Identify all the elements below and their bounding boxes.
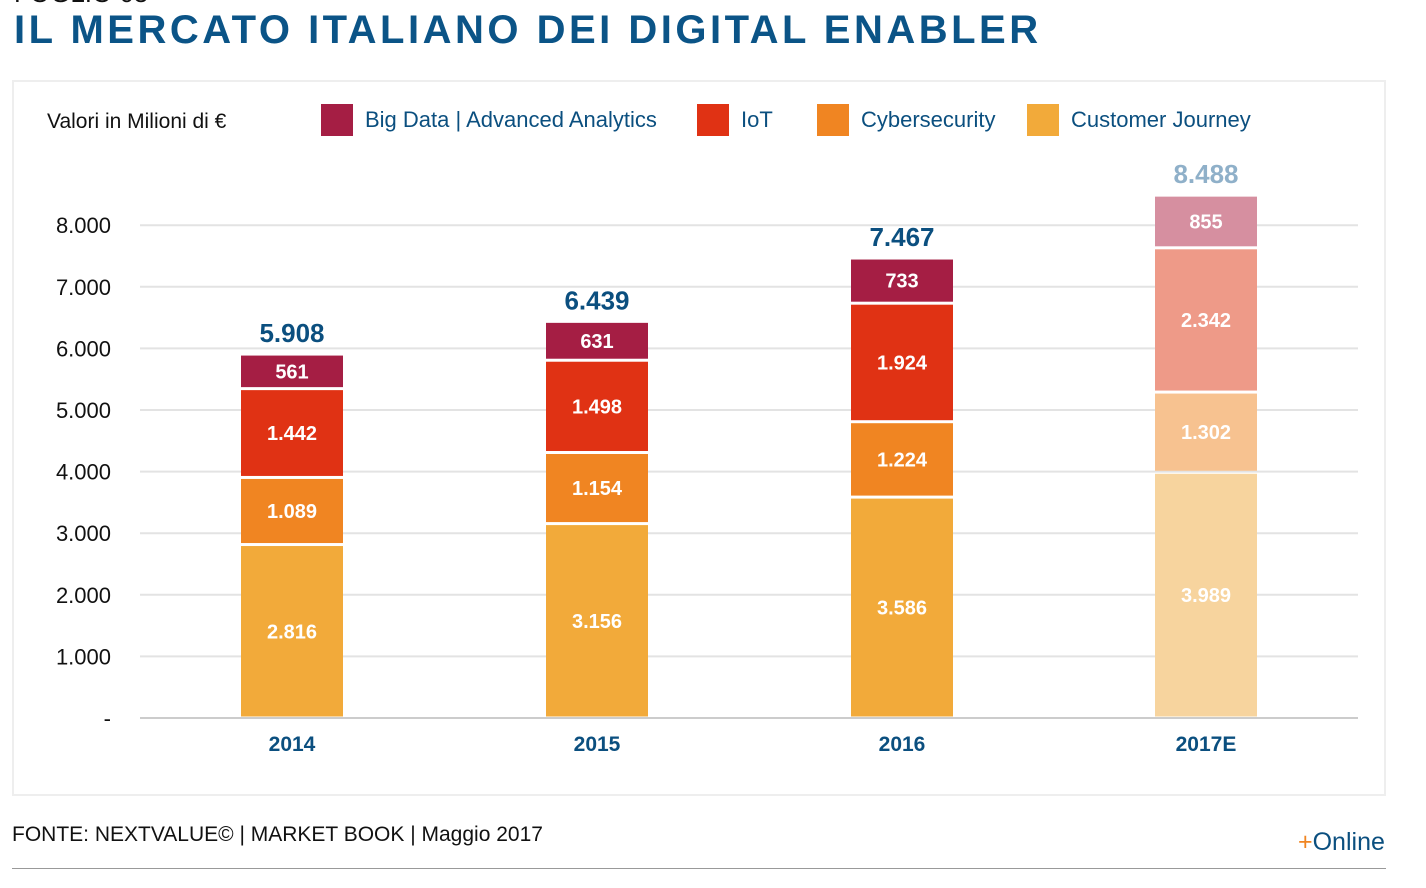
x-tick-label: 2014 [269, 733, 316, 756]
bar-segment [546, 322, 648, 359]
bar-segment [851, 498, 953, 717]
segment-label: 561 [275, 361, 308, 383]
legend-customer-journey: Customer Journey [1027, 104, 1251, 136]
bar-segment [851, 259, 953, 302]
segment-label: 1.154 [572, 478, 623, 500]
segment-label: 2.342 [1181, 310, 1231, 332]
total-label: 7.467 [869, 222, 934, 252]
bar-segment [241, 478, 343, 544]
y-tick-label: 5.000 [56, 398, 111, 423]
segment-label: 631 [580, 331, 613, 353]
legend-cybersecurity: Cybersecurity [817, 104, 995, 136]
total-label: 6.439 [564, 285, 629, 315]
unit-label: Valori in Milioni di € [47, 110, 227, 133]
footer-divider [12, 868, 1386, 869]
legend-label: Customer Journey [1071, 107, 1251, 132]
legend-swatch [321, 104, 353, 136]
legend-label: Big Data | Advanced Analytics [365, 107, 657, 132]
bar-segment [546, 361, 648, 452]
segment-label: 1.442 [267, 423, 317, 445]
segment-label: 2.816 [267, 621, 317, 643]
y-tick-label: 2.000 [56, 583, 111, 608]
x-tick-label: 2015 [574, 733, 621, 756]
y-tick-label: 8.000 [56, 213, 111, 238]
legend-iot: IoT [697, 104, 773, 136]
bar-segment [241, 355, 343, 388]
source-note: FONTE: NEXTVALUE© | MARKET BOOK | Maggio… [12, 823, 543, 846]
segment-label: 1.089 [267, 501, 317, 523]
segment-label: 733 [885, 271, 918, 293]
bar-segment [1155, 473, 1257, 717]
segment-label: 3.989 [1181, 585, 1231, 607]
segment-label: 1.498 [572, 396, 622, 418]
total-label: 5.908 [259, 318, 324, 348]
bar-segment [1155, 249, 1257, 391]
y-tick-label: - [104, 706, 111, 731]
bar-segment [851, 304, 953, 421]
bar-segment [1155, 196, 1257, 247]
segment-label: 3.586 [877, 598, 927, 620]
legend-label: Cybersecurity [861, 107, 996, 132]
page-title: IL MERCATO ITALIANO DEI DIGITAL ENABLER [14, 8, 1042, 52]
bar-segment [241, 390, 343, 476]
segment-label: 1.224 [877, 449, 928, 471]
legend-swatch [697, 104, 729, 136]
legend-big-data: Big Data | Advanced Analytics [321, 104, 657, 136]
total-label: 8.488 [1173, 159, 1238, 189]
chart-panel [12, 80, 1386, 796]
y-tick-label: 1.000 [56, 644, 111, 669]
segment-label: 855 [1189, 211, 1222, 233]
legend-label: IoT [741, 107, 773, 132]
segment-label: 1.302 [1181, 422, 1231, 444]
bar-segment [546, 454, 648, 523]
bar-segment [241, 546, 343, 717]
segment-label: 3.156 [572, 611, 622, 633]
segment-label: 1.924 [877, 352, 928, 374]
bar-segment [851, 423, 953, 496]
legend-swatch [1027, 104, 1059, 136]
x-tick-label: 2016 [879, 733, 926, 756]
y-tick-label: 4.000 [56, 460, 111, 485]
y-tick-label: 6.000 [56, 336, 111, 361]
legend-swatch [817, 104, 849, 136]
bar-segment [546, 525, 648, 717]
x-tick-label: 2017E [1176, 733, 1237, 756]
logo: +Online [1298, 828, 1385, 856]
y-tick-label: 3.000 [56, 521, 111, 546]
y-tick-label: 7.000 [56, 275, 111, 300]
bar-segment [1155, 393, 1257, 471]
sheet-label: FOGLIO 05 [14, 0, 148, 9]
